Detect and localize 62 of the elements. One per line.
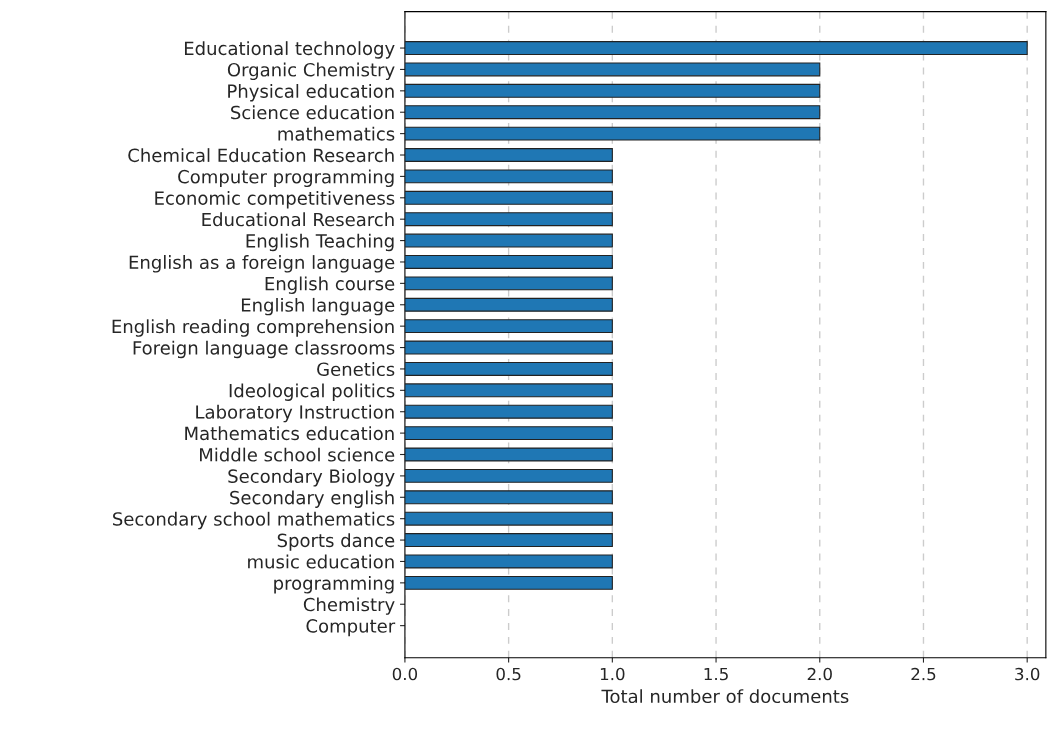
x-tick-label: 3.0 — [1015, 667, 1040, 681]
bar — [404, 319, 613, 334]
y-tick-label: Educational Research — [202, 212, 394, 227]
bar — [404, 126, 821, 141]
x-tick-label: 2.5 — [911, 667, 936, 681]
bar — [404, 190, 613, 205]
bar — [404, 554, 613, 569]
y-tick-label: Computer programming — [178, 169, 394, 188]
y-tick-label: English as a foreign language — [129, 255, 395, 273]
bar — [404, 468, 613, 483]
y-tick-label: English Teaching — [246, 233, 394, 252]
y-tick-label: Sports dance — [277, 533, 395, 551]
bar — [404, 169, 613, 184]
bar — [404, 148, 613, 162]
y-tick-label: Secondary Biology — [228, 469, 395, 487]
y-tick-label: Genetics — [317, 362, 395, 377]
y-tick-label: English language — [241, 297, 395, 316]
y-tick-label: Foreign language classrooms — [133, 340, 395, 359]
bar — [404, 340, 613, 355]
bar — [404, 276, 613, 291]
x-tick-label: 1.0 — [600, 667, 625, 681]
bar — [404, 575, 613, 590]
y-tick-label: Ideological politics — [229, 383, 395, 401]
bar — [404, 361, 613, 376]
y-tick-label: Secondary school mathematics — [113, 511, 395, 530]
y-tick-label: Laboratory Instruction — [196, 404, 394, 423]
x-tick-label: 1.5 — [704, 667, 728, 681]
bar — [404, 383, 613, 398]
bar — [404, 297, 613, 312]
bar — [404, 254, 613, 269]
bar — [404, 511, 613, 526]
y-tick-label: Economic competitiveness — [155, 190, 395, 209]
bar — [404, 404, 613, 419]
bar — [404, 62, 821, 77]
bar — [404, 490, 613, 505]
y-tick-label: Science education — [231, 105, 394, 120]
y-tick-label: music education — [248, 554, 394, 569]
bar — [404, 426, 613, 441]
y-tick-label: English course — [265, 276, 395, 294]
y-tick-label: Middle school science — [200, 447, 395, 462]
bar — [404, 233, 613, 248]
x-tick-label: 0.0 — [392, 667, 418, 681]
bar — [404, 83, 821, 98]
y-tick-label: Physical education — [228, 83, 394, 102]
y-tick-label: mathematics — [278, 126, 395, 141]
y-tick-label: Secondary english — [230, 490, 394, 508]
y-tick-label: Chemistry — [303, 597, 395, 615]
bar — [404, 212, 613, 227]
y-tick-label: Computer — [306, 619, 396, 637]
bar — [404, 447, 613, 462]
x-axis-title: Total number of documents — [601, 689, 849, 704]
bar — [404, 41, 1028, 56]
y-tick-label: Educational technology — [184, 41, 395, 59]
y-tick-label: English reading comprehension — [112, 319, 394, 337]
x-tick-label: 2.0 — [807, 667, 832, 681]
bar — [404, 105, 821, 120]
y-tick-label: Chemical Education Research — [128, 148, 394, 163]
bar — [404, 533, 613, 548]
x-tick-label: 0.5 — [496, 667, 521, 681]
y-tick-label: Mathematics education — [185, 426, 394, 441]
y-tick-label: Organic Chemistry — [227, 62, 395, 81]
y-tick-label: programming — [274, 576, 394, 594]
